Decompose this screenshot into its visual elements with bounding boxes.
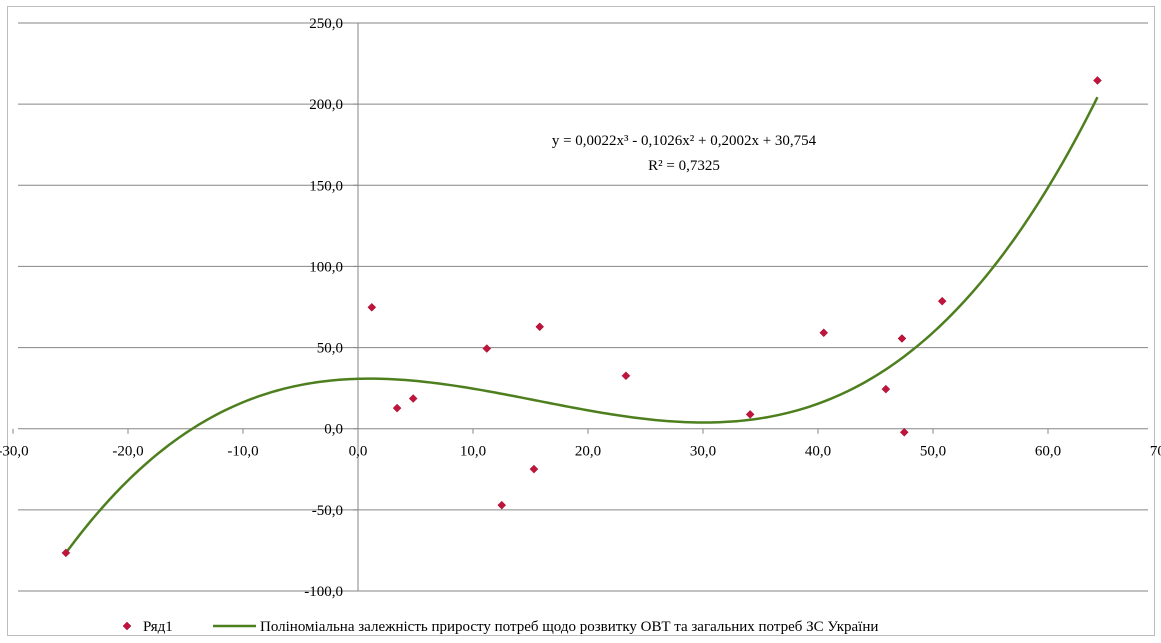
legend-label-series-1: Ряд1 bbox=[143, 619, 173, 635]
data-point bbox=[497, 500, 507, 510]
data-point bbox=[61, 548, 71, 558]
x-tick-label: -20,0 bbox=[112, 444, 143, 460]
gridlines bbox=[18, 22, 1148, 592]
data-point bbox=[482, 344, 492, 353]
data-point bbox=[621, 371, 631, 381]
y-tick-label: -100,0 bbox=[304, 584, 343, 600]
x-tick-label: 0,0 bbox=[349, 444, 368, 460]
data-point bbox=[408, 394, 418, 403]
data-point bbox=[881, 384, 891, 394]
y-tick-label: 150,0 bbox=[309, 178, 343, 194]
y-tick-label: 100,0 bbox=[309, 259, 343, 275]
data-point bbox=[745, 410, 755, 419]
y-tick-label: 50,0 bbox=[317, 341, 343, 357]
trend-equation: y = 0,0022x³ - 0,1026x² + 0,2002x + 30,7… bbox=[552, 133, 817, 149]
data-points bbox=[61, 76, 1102, 558]
data-point bbox=[1093, 76, 1102, 85]
y-tick-label: 0,0 bbox=[324, 422, 343, 438]
x-tick-label: 40,0 bbox=[805, 444, 831, 460]
data-point bbox=[897, 334, 907, 343]
y-tick-label: -50,0 bbox=[312, 503, 343, 519]
x-tick-label: 60,0 bbox=[1035, 444, 1061, 460]
y-tick-label: 250,0 bbox=[309, 16, 343, 32]
data-point bbox=[937, 296, 947, 306]
y-tick-labels: -100,0 -50,0 0,0 50,0 100,0 150,0 200,0 250,0 bbox=[304, 16, 343, 600]
x-tick-labels: -30,0 -20,0 -10,0 0,0 10,0 20,0 30,0 40,0 50,0 60… bbox=[0, 444, 1161, 460]
legend-label-trend: Поліноміальна залежність приросту потреб… bbox=[260, 619, 878, 635]
chart-frame bbox=[7, 6, 1155, 636]
data-point bbox=[535, 322, 545, 332]
legend: Ряд1 Поліноміальна залежність приросту п… bbox=[122, 619, 878, 635]
x-tick-label: -10,0 bbox=[227, 444, 258, 460]
data-point bbox=[529, 464, 539, 474]
data-point bbox=[367, 302, 377, 312]
y-tick-label: 200,0 bbox=[309, 97, 343, 113]
legend-marker-series-1 bbox=[122, 621, 132, 631]
data-point bbox=[392, 403, 402, 413]
trend-r-squared: R² = 0,7325 bbox=[648, 158, 720, 174]
data-point bbox=[819, 328, 829, 338]
x-tick-label: 50,0 bbox=[920, 444, 946, 460]
x-tick-label: -30,0 bbox=[0, 444, 29, 460]
data-point bbox=[899, 427, 909, 437]
trendline bbox=[64, 96, 1099, 554]
x-tick-label: 70,0 bbox=[1150, 444, 1161, 460]
axes bbox=[12, 22, 1148, 592]
x-tick-label: 10,0 bbox=[460, 444, 486, 460]
x-tick-label: 20,0 bbox=[575, 444, 601, 460]
x-tick-label: 30,0 bbox=[690, 444, 716, 460]
trendline-path bbox=[64, 96, 1099, 554]
